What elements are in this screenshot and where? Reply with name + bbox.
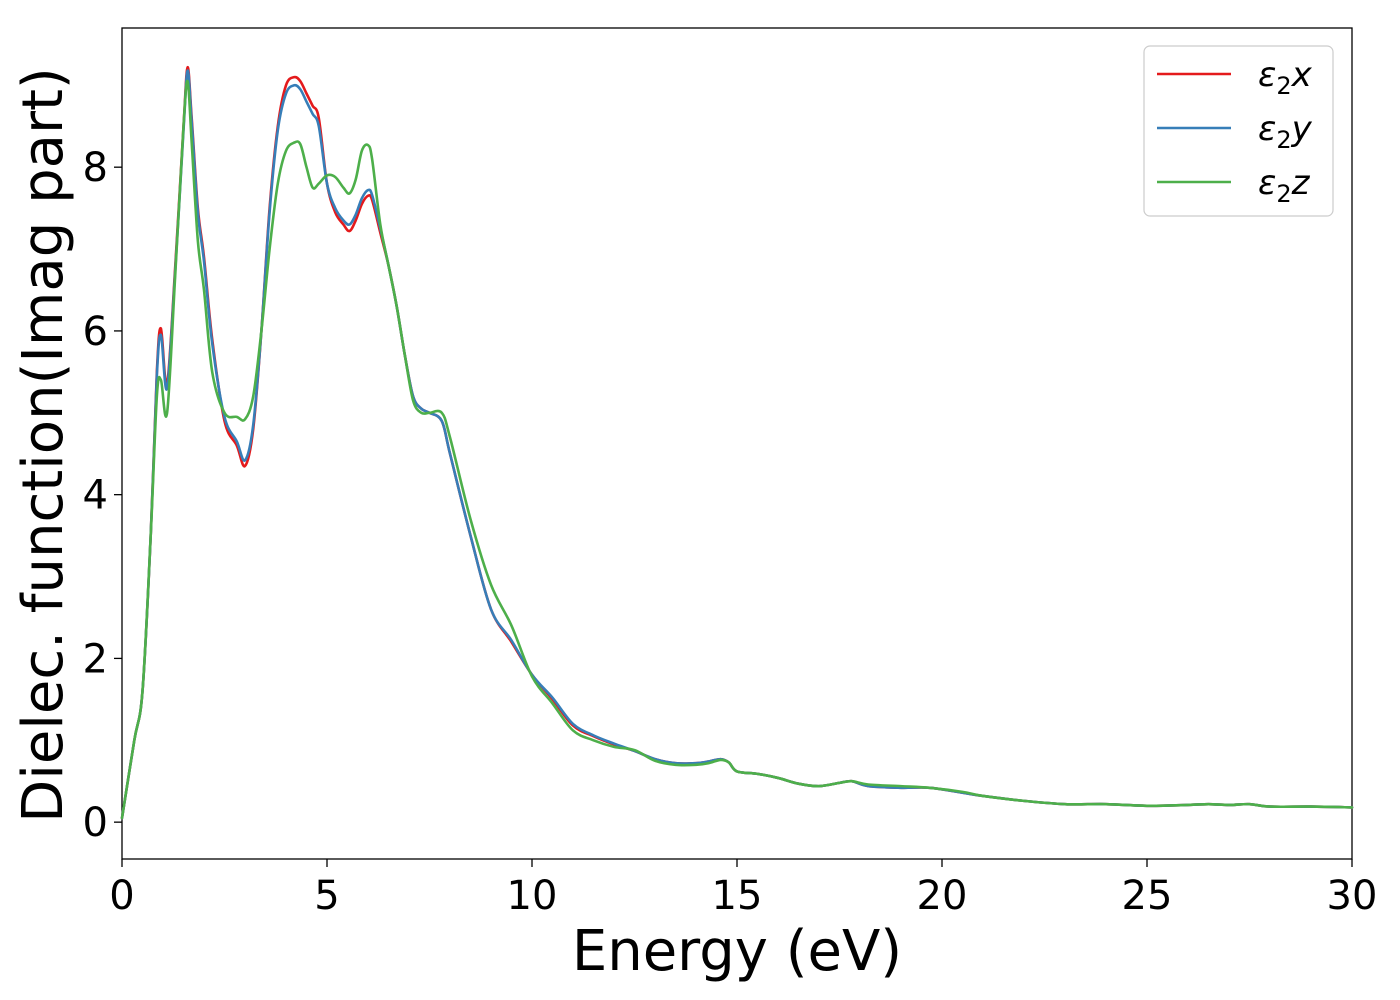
legend: ε2x ε2y ε2z: [1143, 45, 1334, 217]
x-axis-label: Energy (eV): [572, 919, 902, 984]
y-tick-label: 0: [83, 800, 108, 846]
x-tick-label: 20: [917, 873, 968, 919]
legend-label-y: ε2y: [1258, 109, 1313, 154]
y-tick-label: 2: [83, 636, 108, 682]
y-axis-label: Dielec. function(Imag part): [11, 67, 76, 823]
legend-label-z: ε2z: [1258, 163, 1311, 208]
x-tick-label: 15: [712, 873, 763, 919]
x-tick-label: 25: [1122, 873, 1173, 919]
y-tick-label: 6: [83, 309, 108, 355]
series-layer: [120, 65, 1354, 820]
legend-frame: [1143, 45, 1334, 217]
legend-label-x: ε2x: [1258, 55, 1313, 100]
x-tick-label: 30: [1327, 873, 1378, 919]
x-axis: 0 5 10 15 20 25 30: [109, 859, 1377, 919]
x-tick-label: 0: [109, 873, 134, 919]
y-axis: 0 2 4 6 8: [83, 145, 122, 846]
x-tick-label: 5: [314, 873, 339, 919]
series-line-z: [120, 79, 1354, 820]
y-tick-label: 4: [83, 473, 108, 519]
y-tick-label: 8: [83, 145, 108, 191]
x-tick-label: 10: [507, 873, 558, 919]
